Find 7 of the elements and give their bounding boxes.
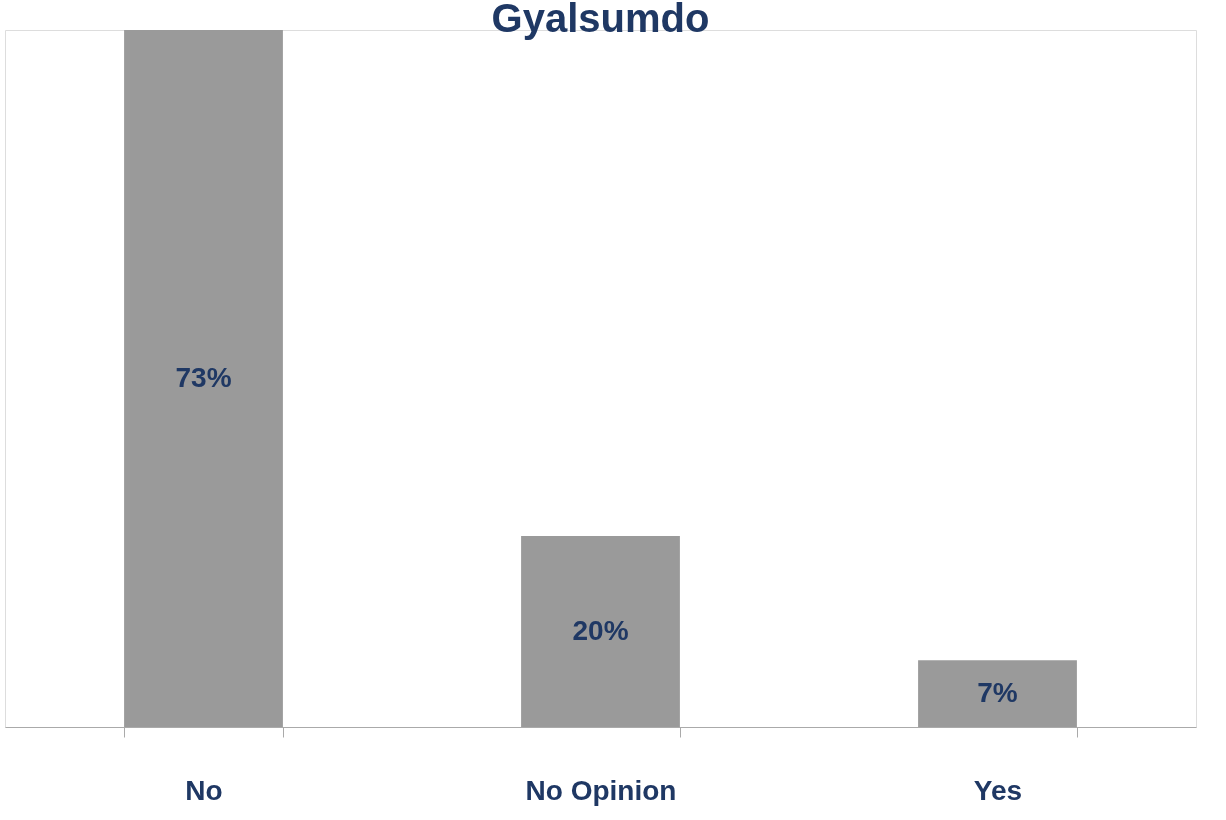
x-tick-label: Yes <box>973 774 1023 806</box>
data-label: 7% <box>977 676 1018 708</box>
data-label: 73% <box>175 361 232 393</box>
chart-title: Gyalsumdo <box>491 0 710 40</box>
x-tick-label: No Opinion <box>525 774 677 806</box>
x-tick-label: No <box>185 774 223 806</box>
data-label: 20% <box>572 614 629 646</box>
